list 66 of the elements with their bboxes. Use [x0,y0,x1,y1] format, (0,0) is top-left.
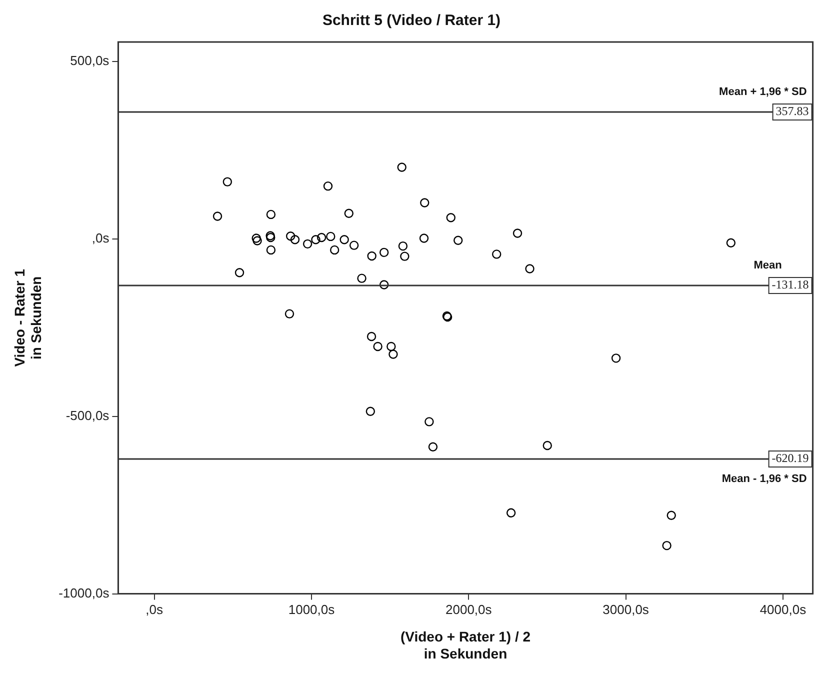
point [330,245,340,255]
point [252,236,262,246]
x-tick-label: 2000,0s [446,602,492,618]
point [366,406,376,416]
point [428,442,438,452]
point [349,240,359,250]
point [284,309,294,318]
ref-line-label: -620.19 [772,451,809,466]
point [212,212,222,221]
point [542,440,552,450]
point [446,213,456,222]
point [506,508,516,518]
point [234,268,244,278]
point [252,234,261,243]
point [286,232,296,241]
point [323,181,333,191]
point [302,239,312,249]
point [290,235,300,244]
point [357,274,366,283]
point [525,264,534,274]
point [400,252,410,261]
y-axis-title: Video - Rater 1 in Sekunden [11,268,44,367]
point [266,231,275,240]
point [266,232,276,242]
point [266,210,276,220]
annotation: Mean - 1,96 * SD [722,473,807,486]
y-tick-label: -1000,0s [58,585,110,600]
point [388,350,398,359]
chart-title: Schritt 5 (Video / Rater 1) [322,12,501,30]
point [316,232,326,242]
point [266,245,276,255]
point [326,232,336,242]
x-tick-label: 4000,0s [760,602,807,618]
ref-line-label: -131.18 [772,278,809,292]
point [344,208,354,218]
point [379,248,389,258]
x-tick-label: 1000,0s [288,602,336,618]
y-tick-label: 500,0s [70,53,110,68]
annotation: Mean + 1,96 * SD [719,86,807,98]
point [492,250,502,259]
y-tick-label: -500,0s [66,408,110,423]
point [366,332,376,342]
point [373,342,382,352]
point [379,280,389,290]
ref-line-label: 357.83 [776,104,809,118]
annotation: Mean [754,260,782,272]
point [611,354,621,363]
point [397,162,406,172]
point [726,238,736,248]
x-tick-label: ,0s [146,602,164,618]
point [311,235,320,244]
point [424,417,434,426]
point [367,251,376,261]
point [419,234,429,243]
point [666,510,676,520]
point [662,540,672,550]
y-tick-label: ,0s [92,230,110,246]
point [512,228,522,238]
point [222,177,232,186]
x-tick-label: 3000,0s [602,602,650,618]
point [420,198,430,208]
point [454,236,463,245]
point [386,342,396,352]
point [398,241,408,251]
x-axis-title: (Video + Rater 1) / 2 in Sekunden [400,628,531,662]
point [340,235,349,244]
